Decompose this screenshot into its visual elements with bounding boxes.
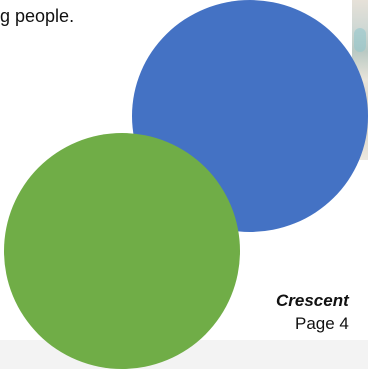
body-text-fragment: g people.	[0, 6, 75, 26]
green-circle	[4, 133, 240, 369]
page-number: Page 4	[295, 314, 349, 333]
footer-title: Crescent	[276, 291, 349, 310]
